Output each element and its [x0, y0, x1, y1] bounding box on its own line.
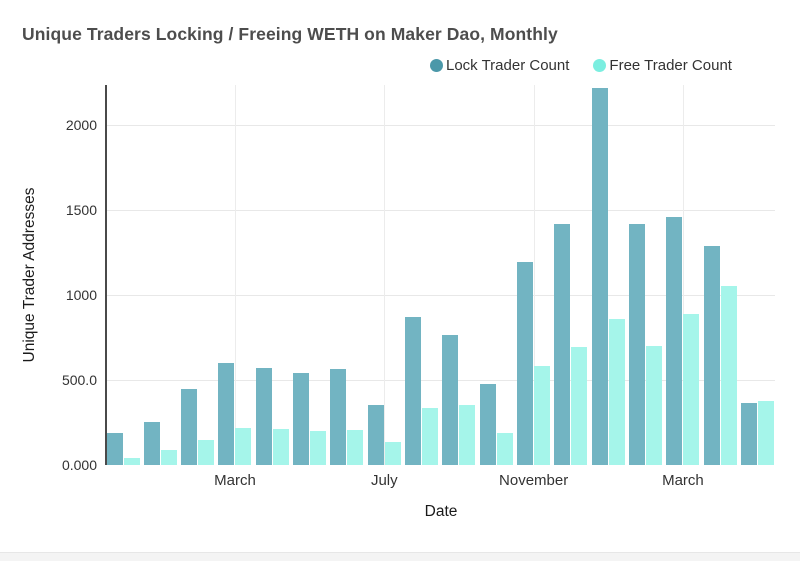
x-tick-label: November	[499, 472, 569, 489]
y-tick-label: 1000	[65, 287, 97, 303]
bar-lock[interactable]	[330, 368, 347, 465]
bar-free[interactable]	[534, 365, 551, 465]
legend-label-free: Free Trader Count	[609, 57, 732, 74]
bar-free[interactable]	[496, 432, 513, 465]
bar-lock[interactable]	[143, 421, 160, 465]
bar-lock[interactable]	[666, 216, 683, 465]
bar-lock[interactable]	[741, 402, 758, 465]
bar-free[interactable]	[422, 408, 439, 465]
bar-lock[interactable]	[591, 87, 608, 465]
bar-free[interactable]	[123, 458, 140, 465]
legend: Lock Trader Count Free Trader Count	[430, 57, 732, 74]
bar-lock[interactable]	[106, 432, 123, 465]
bar-lock[interactable]	[181, 388, 198, 465]
free-series-dot-icon	[593, 59, 607, 72]
chart-title: Unique Traders Locking / Freeing WETH on…	[22, 24, 558, 44]
bar-lock[interactable]	[554, 223, 571, 465]
x-gridline	[682, 85, 684, 465]
bar-lock[interactable]	[218, 363, 235, 465]
y-gridline	[107, 295, 775, 296]
legend-label-lock: Lock Trader Count	[446, 57, 570, 74]
bar-lock[interactable]	[293, 373, 310, 465]
x-gridline	[384, 85, 386, 465]
bar-lock[interactable]	[517, 261, 534, 465]
bar-free[interactable]	[683, 313, 700, 465]
y-gridline	[107, 380, 775, 381]
bar-free[interactable]	[608, 318, 625, 465]
y-axis-title: Unique Trader Addresses	[21, 187, 38, 363]
bar-free[interactable]	[720, 285, 737, 465]
bar-free[interactable]	[310, 431, 327, 465]
bar-lock[interactable]	[703, 245, 720, 465]
bar-free[interactable]	[758, 401, 775, 465]
bar-free[interactable]	[646, 346, 663, 465]
y-tick-label: 2000	[65, 117, 97, 133]
x-tick-label: March	[214, 472, 256, 489]
bar-lock[interactable]	[367, 404, 384, 465]
bar-free[interactable]	[347, 430, 364, 465]
y-axis-spine	[105, 85, 107, 465]
bar-lock[interactable]	[629, 223, 646, 465]
y-tick-label: 500.0	[61, 372, 97, 388]
bar-lock[interactable]	[442, 334, 459, 465]
y-gridline	[107, 125, 775, 126]
bar-lock[interactable]	[405, 317, 422, 465]
bar-free[interactable]	[160, 449, 177, 465]
legend-item-lock[interactable]: Lock Trader Count	[430, 57, 569, 74]
x-axis-title: Date	[424, 503, 458, 520]
footer-strip	[0, 552, 800, 561]
lock-series-dot-icon	[430, 59, 443, 72]
legend-item-free[interactable]: Free Trader Count	[593, 57, 732, 74]
x-gridline	[533, 85, 535, 465]
bar-lock[interactable]	[255, 368, 272, 465]
bar-free[interactable]	[272, 429, 289, 465]
x-tick-label: March	[662, 472, 704, 489]
bar-free[interactable]	[198, 439, 215, 465]
x-gridline	[234, 85, 236, 465]
bar-lock[interactable]	[479, 384, 496, 465]
bar-free[interactable]	[384, 442, 401, 465]
bar-free[interactable]	[459, 404, 476, 465]
y-tick-label: 0.000	[61, 457, 97, 473]
y-tick-label: 1500	[65, 202, 97, 218]
bar-free[interactable]	[571, 346, 588, 465]
x-tick-label: July	[370, 472, 398, 489]
bar-free[interactable]	[235, 428, 252, 465]
y-gridline	[107, 210, 775, 211]
